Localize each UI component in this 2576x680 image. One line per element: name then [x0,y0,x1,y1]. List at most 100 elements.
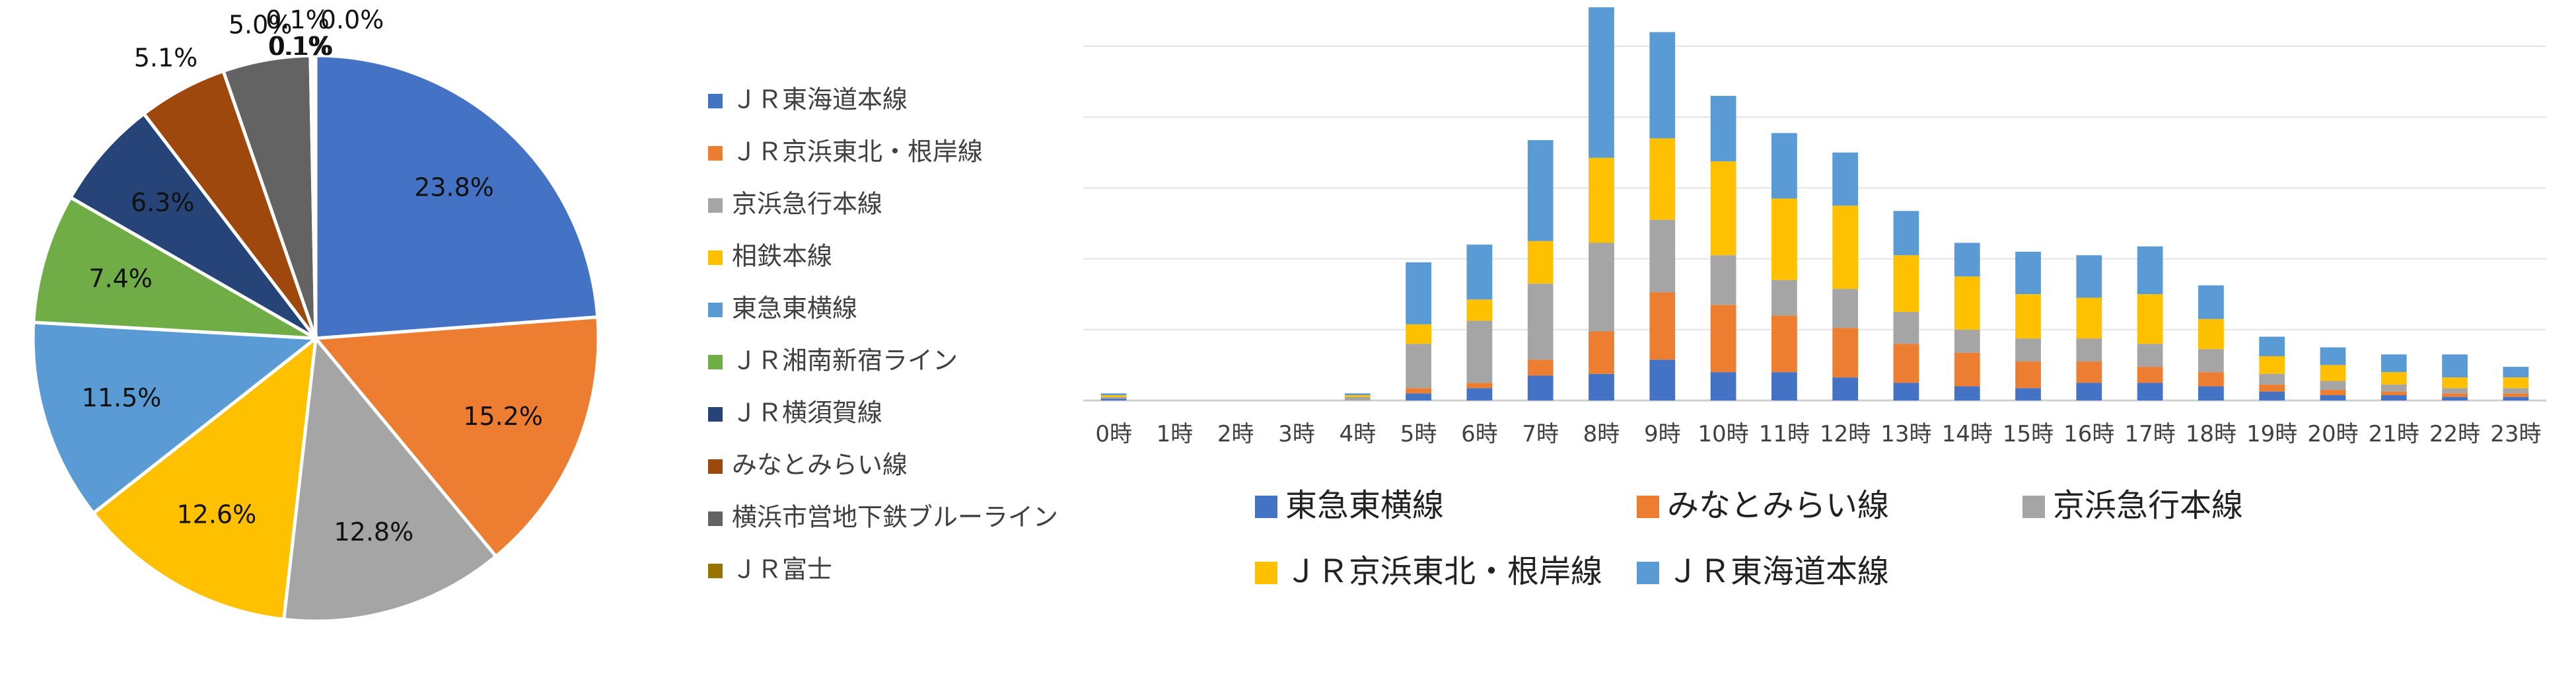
bar-segment [2015,251,2041,295]
bar-segment [1649,138,1676,220]
legend-label: 東急東横線 [1285,487,1444,524]
x-tick-label: 2時 [1217,421,1254,447]
bar-segment [2198,372,2224,387]
bar-segment [1527,375,1554,400]
x-tick-label: 1時 [1157,421,1194,447]
legend-label: 京浜急行本線 [732,190,882,219]
bar-segment [1771,315,1797,373]
x-tick-label: 19時 [2246,421,2297,447]
x-tick-label: 7時 [1522,421,1559,447]
pie-slice-label: 7.4% [89,264,153,293]
legend-label: 京浜急行本線 [2053,487,2243,524]
bar-segment [2320,365,2346,381]
pie-slice [314,54,600,340]
bar-segment [1649,292,1676,360]
bar-segment [1832,152,1859,206]
legend-swatch [708,146,723,161]
bar-segment [2198,386,2224,400]
bar-segment [1589,157,1614,243]
legend-swatch [1637,496,1659,518]
bar-segment [2198,349,2224,373]
x-tick-label: 18時 [2186,421,2236,447]
bar-segment [1771,133,1797,199]
pie-slice-label: 12.8% [334,517,413,547]
x-tick-label: 6時 [1461,421,1498,447]
bar-segment [1710,96,1736,162]
bar-legend: 東急東横線 みなとみらい線 京浜急行本線 ＪＲ京浜東北・根岸線 ＪＲ東海道本線 [1255,487,2243,590]
bar-segment [1589,7,1614,158]
bar-segment [2076,255,2102,298]
legend-label: ＪＲ湘南新宿ライン [732,346,958,375]
x-tick-label: 0時 [1095,421,1132,447]
bar-segment [2320,395,2346,400]
x-tick-label: 12時 [1820,421,1871,447]
bar-segment [2320,347,2346,365]
bar-segment [1771,198,1797,280]
pie-slice-label: 23.8% [414,173,494,202]
bar-segment [1406,344,1431,389]
bar-segment [1771,372,1797,400]
bar-segment [2259,373,2285,385]
legend-label: 横浜市営地下鉄ブルーライン [732,503,1058,532]
bar-segment [1344,395,1371,397]
bar-segment [2137,246,2163,295]
bar-segment [2015,338,2041,362]
x-tick-label: 22時 [2429,421,2480,447]
bar-segment [2137,367,2163,383]
bar-segment [1406,393,1431,400]
bar-segment [2259,356,2285,374]
bar-segment [1710,255,1736,305]
legend-label: ＪＲ東海道本線 [1667,553,1889,590]
pie-slice [68,111,317,340]
legend-swatch [708,511,723,526]
legend-label: 東急東横線 [732,294,857,323]
stacked-bar-chart: 0時 1時 2時 3時 4時 5時 6時 7時 8時 9時 10時 11時 12時 13時 14時 15時 16… [1083,7,2546,447]
bar-segment [1710,161,1736,256]
bar-gridlines [1083,46,2546,402]
pie-slice-label: 0.1% [269,32,334,61]
bar-segment [2076,338,2102,362]
legend-swatch [708,564,723,578]
bar-segment [2503,393,2529,397]
bar-segment [2380,391,2407,395]
x-tick-label: 16時 [2063,421,2114,447]
bar-segment [1466,245,1493,300]
bar-segment [2259,384,2285,392]
bar-segment [2076,383,2102,400]
x-tick-label: 9時 [1644,421,1681,447]
bar-segment [1466,299,1493,321]
legend-label: ＪＲ京浜東北・根岸線 [732,137,983,167]
bar-segment [1954,386,1980,400]
pie-slice-label: 0.1% [266,5,330,34]
legend-label: みなとみらい線 [732,451,908,480]
bar-segment [1589,373,1614,400]
bar-segment [1527,140,1554,241]
x-tick-label: 4時 [1339,421,1376,447]
bar-segment [1589,243,1614,332]
bar-segment [2015,294,2041,339]
bar-segment [1649,219,1676,293]
bar-segment [2137,383,2163,400]
bar-segment [2442,377,2468,389]
bar-segment [2503,388,2529,394]
bar-segment [2198,319,2224,350]
legend-swatch [708,198,723,213]
bar-segment [1832,206,1859,289]
bar-segment [1344,397,1371,400]
bar-segment [2380,395,2407,400]
bar-segment [2137,294,2163,344]
legend-swatch [708,355,723,369]
bar-segment [2198,285,2224,319]
bar-segment [1954,243,1980,277]
bar-segment [1466,383,1493,389]
bar-segment [2503,367,2529,378]
pie-slice [31,321,320,515]
x-tick-label: 8時 [1583,421,1620,447]
x-tick-label: 3時 [1278,421,1315,447]
bar-segment [1954,352,1980,387]
x-tick-label: 5時 [1400,421,1437,447]
bar-segment [1893,344,1919,383]
bar-segment [2320,381,2346,390]
legend-swatch [708,303,723,317]
